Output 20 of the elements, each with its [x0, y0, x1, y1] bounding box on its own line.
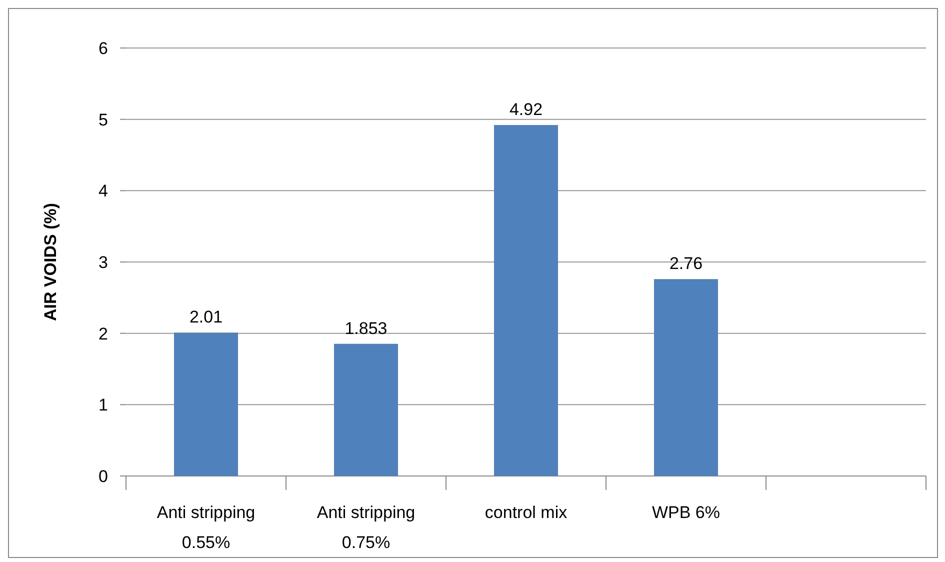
bar — [654, 279, 718, 476]
y-axis-title: AIR VOIDS (%) — [41, 202, 60, 322]
x-tick-label: WPB 6% — [652, 503, 720, 522]
y-tick-label: 4 — [98, 182, 108, 201]
y-tick-label: 2 — [98, 324, 108, 344]
x-tick-label: Anti stripping 0.75% — [316, 503, 416, 552]
x-tick-label: control mix — [484, 503, 568, 522]
y-tick-label: 3 — [98, 252, 108, 272]
bar — [494, 125, 558, 476]
y-tick-label: 0 — [98, 466, 108, 486]
x-tick-label: Anti stripping 0.55% — [156, 503, 256, 552]
bar — [174, 332, 238, 476]
y-tick-label: 1 — [98, 396, 108, 415]
y-tick-label: 6 — [98, 38, 108, 58]
y-tick-label: 5 — [98, 110, 108, 130]
data-label: 1.853 — [344, 318, 388, 338]
data-label: 2.01 — [189, 308, 223, 327]
data-label: 4.92 — [509, 100, 543, 120]
bar — [334, 344, 398, 476]
data-label: 2.76 — [669, 254, 703, 274]
